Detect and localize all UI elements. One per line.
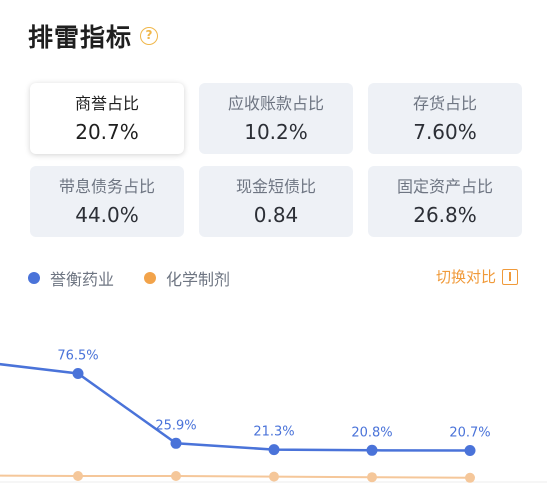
metric-grid: 商誉占比 20.7% 应收账款占比 10.2% 存货占比 7.60% 带息债务占…	[30, 83, 522, 237]
industry-series-line	[0, 474, 471, 479]
industry-data-point[interactable]	[171, 471, 181, 481]
legend-item-industry[interactable]: 化学制剂	[144, 266, 230, 290]
switch-compare-button[interactable]: 切换对比	[436, 266, 518, 287]
metric-card-fixed-assets[interactable]: 固定资产占比 26.8%	[368, 166, 522, 237]
company-data-label: 21.3%	[253, 425, 294, 440]
legend-label: 化学制剂	[166, 270, 231, 289]
legend-item-company[interactable]: 誉衡药业	[28, 266, 114, 290]
metric-value: 20.7%	[75, 119, 139, 144]
company-data-point[interactable]	[366, 444, 378, 456]
page-title: 排雷指标	[28, 23, 133, 52]
metric-card-interest-debt[interactable]: 带息债务占比 44.0%	[30, 166, 184, 237]
company-series-line	[0, 362, 471, 452]
metric-label: 带息债务占比	[58, 176, 155, 196]
metric-value: 26.8%	[413, 202, 477, 227]
company-data-point[interactable]	[170, 437, 182, 449]
company-data-label: 20.7%	[449, 426, 490, 441]
company-data-point[interactable]	[72, 368, 84, 379]
industry-data-point[interactable]	[367, 472, 377, 483]
metric-value: 44.0%	[75, 202, 139, 227]
company-data-label: 20.8%	[351, 425, 392, 440]
company-data-point[interactable]	[268, 444, 280, 456]
legend-label: 誉衡药业	[50, 270, 115, 289]
header: 排雷指标 ?	[28, 18, 159, 54]
metric-label: 存货占比	[412, 93, 477, 113]
metric-card-receivables[interactable]: 应收账款占比 10.2%	[199, 83, 353, 154]
metric-label: 应收账款占比	[227, 93, 324, 113]
switch-icon	[502, 268, 518, 285]
industry-data-point[interactable]	[269, 471, 279, 482]
company-data-point[interactable]	[464, 445, 476, 456]
metric-label: 商誉占比	[74, 93, 139, 113]
metric-label: 现金短债比	[235, 176, 316, 196]
help-icon[interactable]: ?	[140, 27, 159, 45]
legend-dot-icon	[144, 272, 157, 284]
metric-card-inventory[interactable]: 存货占比 7.60%	[368, 83, 522, 154]
chart-legend: 誉衡药业 化学制剂 切换对比	[28, 266, 518, 290]
trend-chart: 76.5% 25.9% 21.3% 20.8% 20.7%	[0, 349, 547, 483]
metric-value: 10.2%	[244, 119, 308, 144]
metric-value: 0.84	[253, 202, 299, 227]
company-data-label: 76.5%	[57, 349, 98, 364]
legend-dot-icon	[28, 272, 40, 284]
metric-value: 7.60%	[413, 119, 477, 144]
industry-data-point[interactable]	[73, 471, 83, 481]
metric-card-goodwill[interactable]: 商誉占比 20.7%	[30, 83, 184, 154]
industry-data-point[interactable]	[465, 472, 475, 483]
switch-compare-label: 切换对比	[435, 268, 496, 286]
company-data-label: 25.9%	[155, 418, 196, 433]
metric-label: 固定资产占比	[396, 176, 493, 196]
metric-card-cash-debt[interactable]: 现金短债比 0.84	[199, 166, 353, 237]
